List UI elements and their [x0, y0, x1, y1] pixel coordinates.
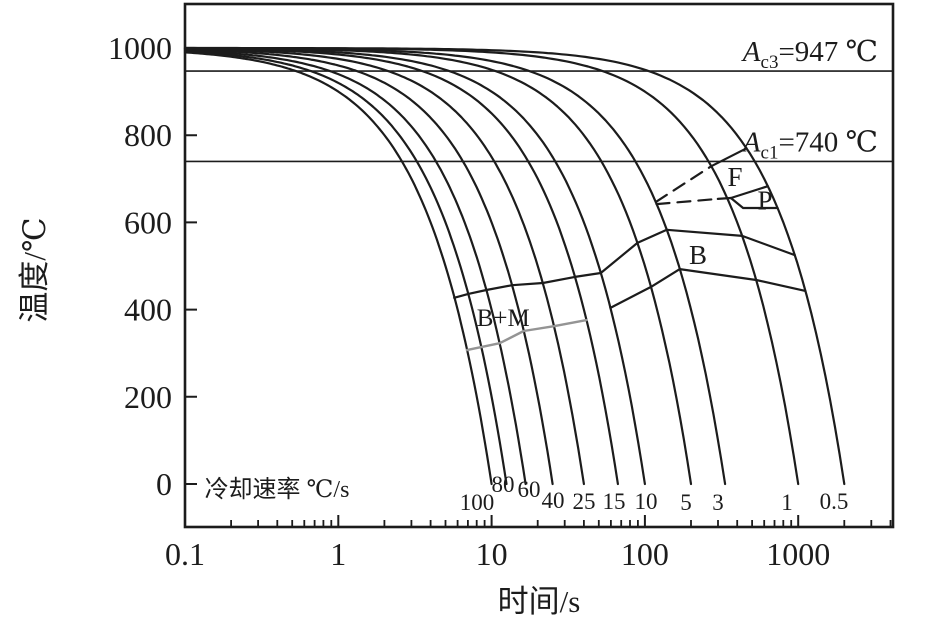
- cooling-curve-0_5: [183, 46, 846, 486]
- cooling-curve-60: [183, 49, 527, 486]
- rate-label-10: 10: [635, 489, 658, 514]
- y-tick-label-0: 0: [156, 466, 172, 502]
- y-axis-title: 温度/℃: [17, 217, 52, 322]
- reference-label-Ac1: Ac1=740 ℃: [741, 126, 878, 163]
- cooling-curve-40: [183, 48, 554, 486]
- reference-label-Ac3: Ac3=947 ℃: [741, 36, 878, 73]
- y-tick-label-400: 400: [124, 292, 172, 328]
- x-tick-label-1: 1: [330, 536, 346, 572]
- rate-label-25: 25: [573, 489, 596, 514]
- region-label-B: B: [689, 240, 707, 270]
- cooling-rate-note: 冷却速率 ℃/s: [205, 476, 350, 503]
- phase-boundary-pearlite-bottom: [729, 196, 779, 210]
- phase-boundary-bainite-finish: [609, 268, 807, 309]
- cooling-curve-25: [183, 48, 585, 486]
- cooling-curve-100: [183, 51, 493, 486]
- rate-label-5: 5: [680, 490, 692, 515]
- x-tick-label-1000: 1000: [766, 536, 830, 572]
- plot-border: [183, 2, 895, 529]
- phase-boundary-pearlite-start-dashed: [655, 197, 719, 206]
- phase-boundary-bainite-start: [453, 228, 796, 299]
- phase-boundary-martensite-gray: [465, 318, 588, 352]
- x-tick-label-100: 100: [621, 536, 669, 572]
- x-tick-label-10: 10: [476, 536, 508, 572]
- cooling-curve-5: [183, 47, 693, 486]
- rate-label-3: 3: [712, 490, 724, 515]
- x-minor-ticks: [230, 520, 892, 527]
- y-tick-label-800: 800: [124, 117, 172, 153]
- cooling-curve-10: [183, 47, 646, 486]
- y-ticks: [185, 47, 197, 485]
- y-tick-label-200: 200: [124, 379, 172, 415]
- region-label-F: F: [727, 162, 742, 192]
- rate-label-0_5: 0.5: [820, 489, 849, 514]
- region-label-P: P: [757, 186, 772, 216]
- phase-boundary-pearlite-start-solid: [716, 196, 732, 200]
- rate-label-80: 80: [492, 472, 515, 497]
- x-tick-label-0_1: 0.1: [165, 536, 205, 572]
- y-tick-label-600: 600: [124, 204, 172, 240]
- phase-boundary-pearlite-top: [729, 185, 769, 200]
- x-major-ticks: [337, 515, 800, 527]
- rate-label-15: 15: [603, 489, 626, 514]
- rate-label-40: 40: [542, 488, 565, 513]
- rate-label-60: 60: [518, 477, 541, 502]
- phase-boundary-ferrite-start-solid: [710, 147, 748, 168]
- region-label-B-M: B+M: [477, 305, 530, 332]
- y-tick-label-1000: 1000: [108, 30, 172, 66]
- x-axis-title: 时间/s: [498, 584, 581, 619]
- rate-label-1: 1: [781, 490, 793, 515]
- phase-boundary-ferrite-start-dashed: [654, 165, 713, 203]
- rate-label-100: 100: [460, 490, 495, 515]
- cooling-curve-80: [183, 50, 508, 486]
